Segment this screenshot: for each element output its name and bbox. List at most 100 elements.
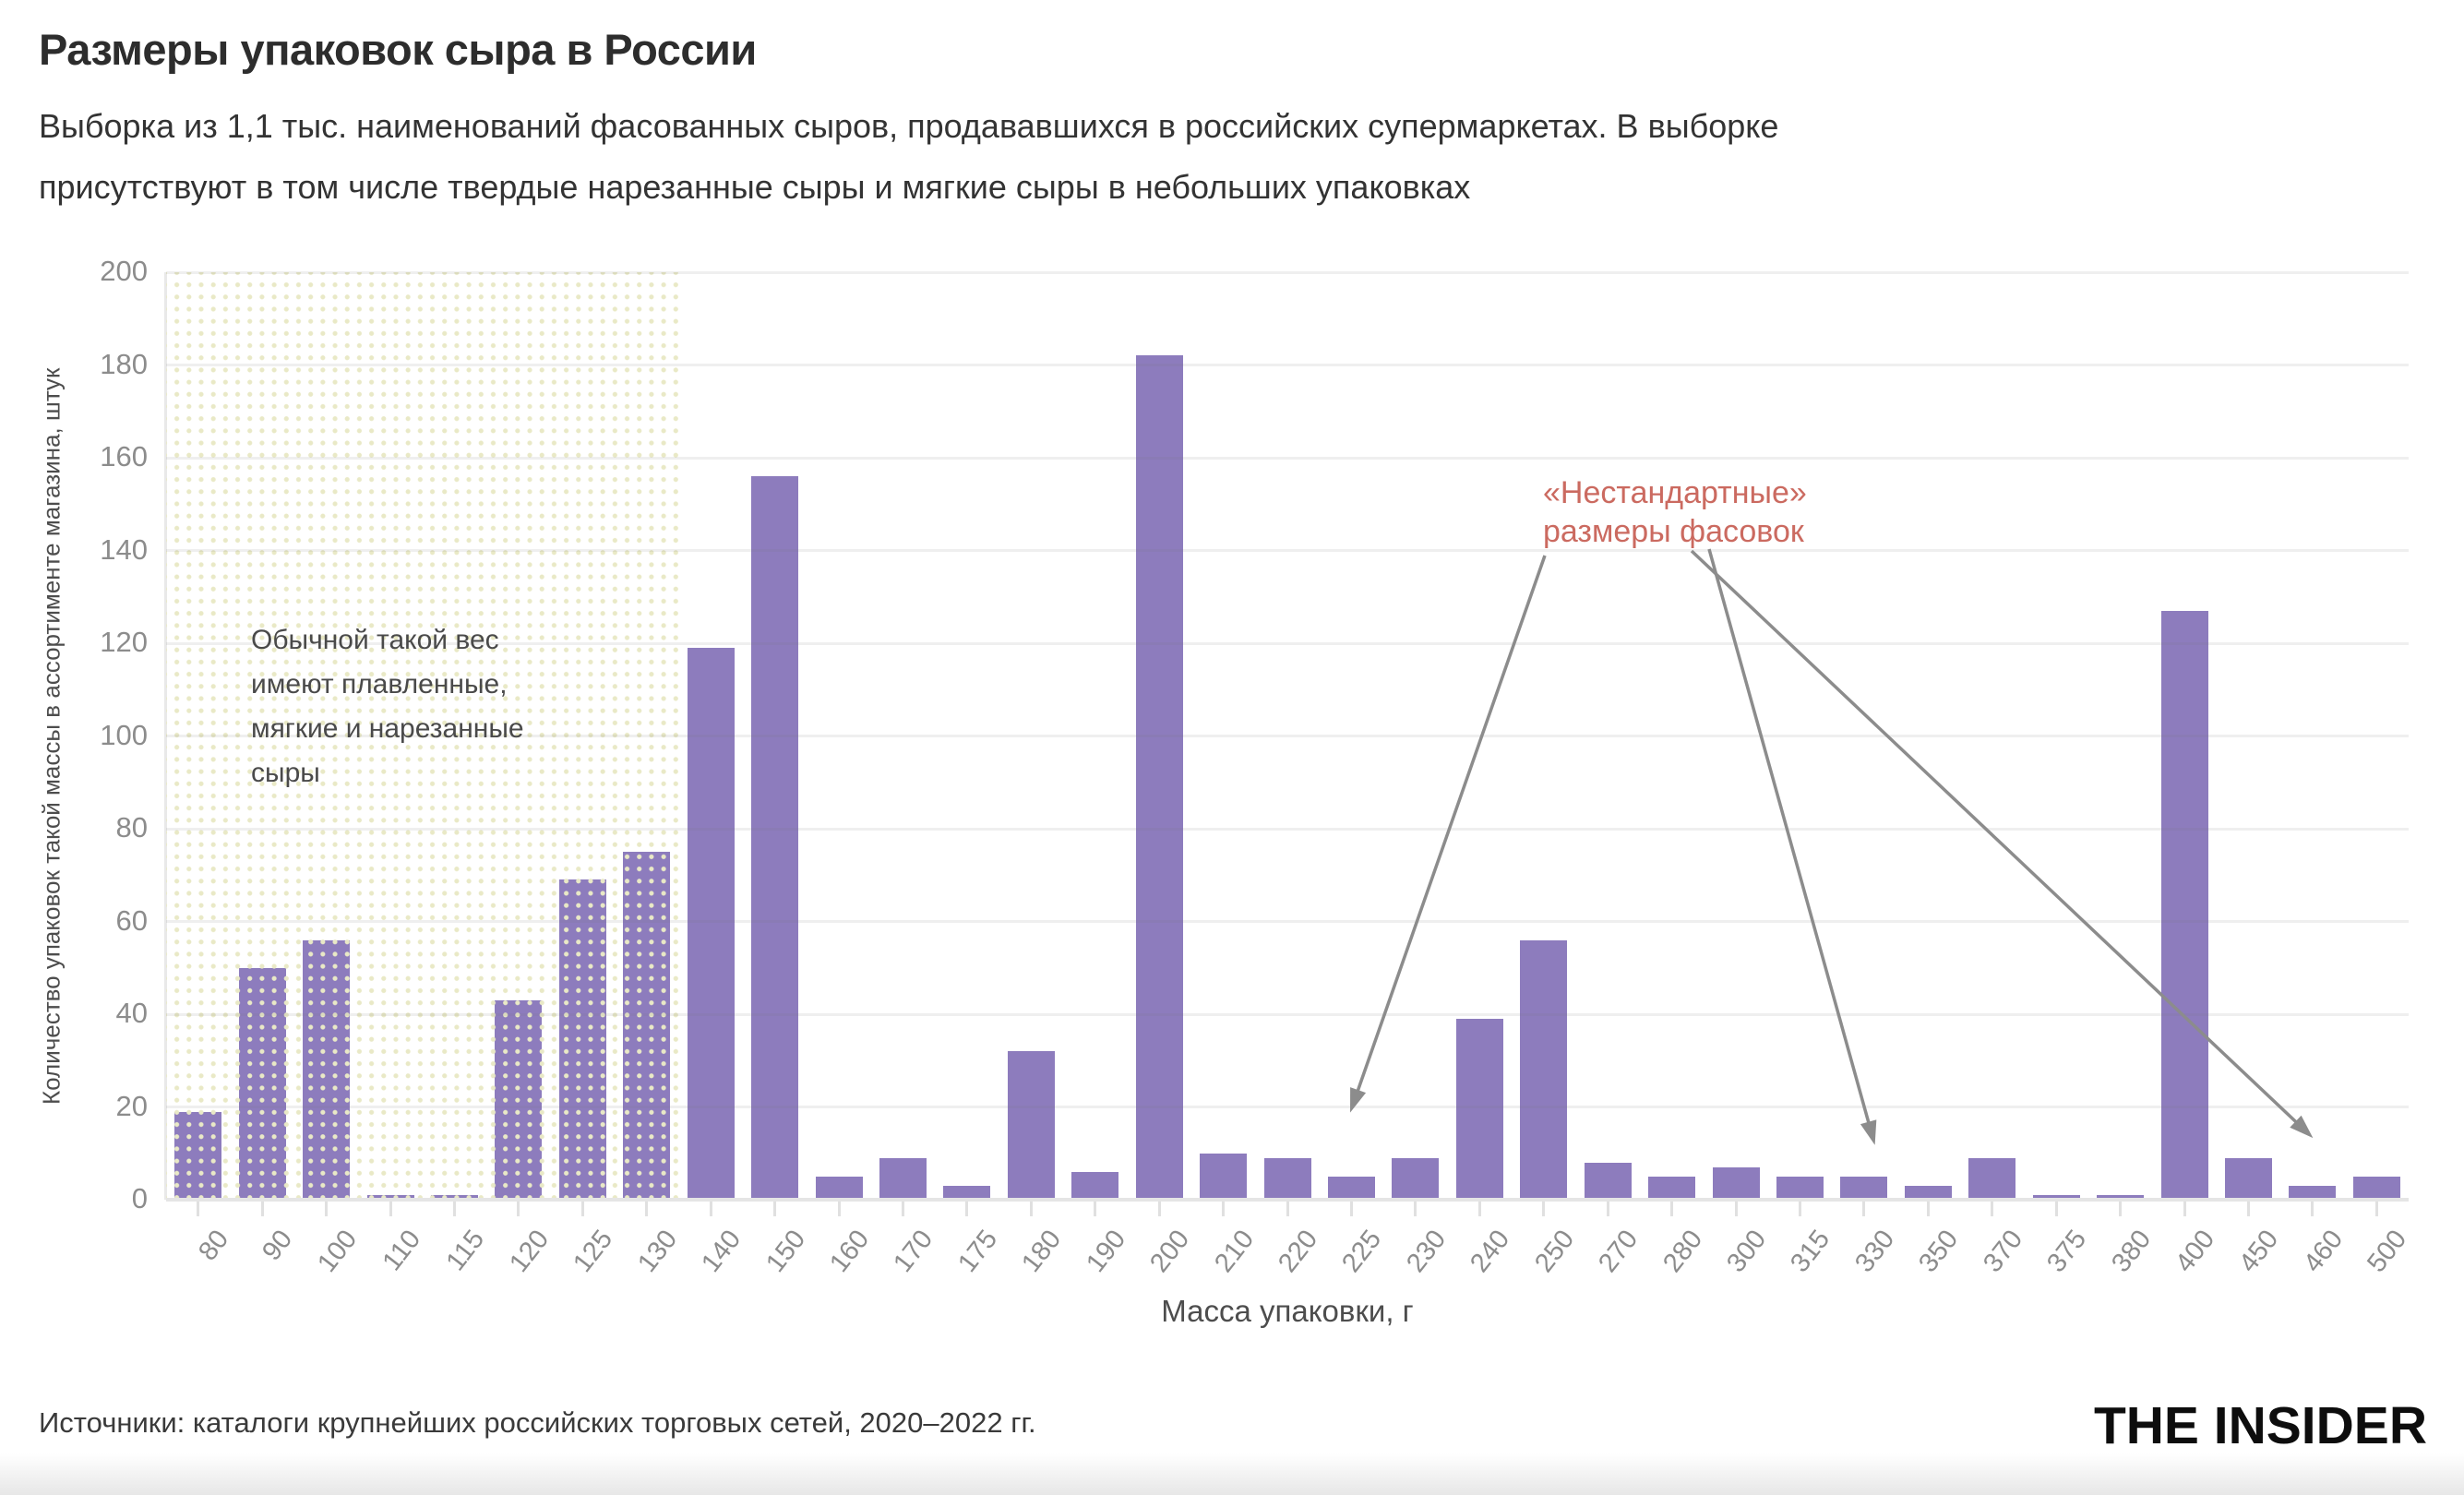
- x-axis-tick: [1094, 1202, 1097, 1216]
- x-axis-tick: [2246, 1202, 2250, 1216]
- bar-100: [303, 939, 351, 1200]
- annotation-arrowhead: [2290, 1115, 2314, 1139]
- bar-225: [1327, 1176, 1375, 1200]
- x-axis-tick: [2054, 1202, 2058, 1216]
- y-tick-label: 100: [100, 718, 148, 751]
- gridline: [166, 641, 2409, 645]
- x-axis-tick: [709, 1202, 712, 1216]
- x-axis-tick: [260, 1202, 264, 1216]
- nonstandard-annotation-line: размеры фасовок: [1543, 514, 1804, 549]
- bar-170: [879, 1157, 927, 1200]
- annotation-arrowhead: [1860, 1119, 1877, 1145]
- bar-400: [2160, 610, 2208, 1200]
- source-note: Источники: каталоги крупнейших российски…: [39, 1406, 1036, 1439]
- gridline: [166, 1106, 2409, 1108]
- brand-logo: THE INSIDER: [2093, 1396, 2427, 1455]
- x-axis-tick: [1029, 1202, 1033, 1216]
- bar-220: [1263, 1157, 1311, 1200]
- x-axis-tick: [1286, 1202, 1289, 1216]
- x-axis-tick: [773, 1202, 777, 1216]
- bar-250: [1520, 939, 1568, 1200]
- x-axis-tick: [1157, 1202, 1161, 1216]
- x-axis-tick: [1222, 1202, 1226, 1216]
- region-annotation-line: Обычной такой вес: [251, 625, 499, 655]
- bar-140: [687, 648, 735, 1200]
- bar-450: [2224, 1157, 2272, 1200]
- x-axis-tick: [517, 1202, 520, 1216]
- gridline: [166, 549, 2409, 552]
- bar-175: [943, 1185, 991, 1200]
- x-axis-tick: [901, 1202, 904, 1216]
- x-axis-tick: [2374, 1202, 2378, 1216]
- x-axis-tick: [197, 1202, 200, 1216]
- y-tick-label: 160: [100, 440, 148, 472]
- bar-350: [1904, 1185, 1952, 1200]
- bar-125: [558, 879, 606, 1200]
- bar-210: [1200, 1153, 1248, 1200]
- bar-190: [1071, 1171, 1119, 1200]
- x-axis-tick: [1862, 1202, 1866, 1216]
- x-axis-tick: [1349, 1202, 1353, 1216]
- x-axis-tick: [1734, 1202, 1738, 1216]
- bar-375: [2032, 1194, 2080, 1200]
- bar-330: [1840, 1176, 1888, 1200]
- bar-230: [1392, 1157, 1440, 1200]
- nonstandard-annotation-line: «Нестандартные»: [1543, 475, 1807, 510]
- gridline: [166, 920, 2409, 923]
- bar-315: [1776, 1176, 1824, 1200]
- bar-270: [1584, 1162, 1632, 1200]
- y-tick-label: 80: [115, 811, 148, 843]
- region-annotation: Обычной такой вес имеют плавленные, мягк…: [251, 618, 524, 795]
- x-axis-tick: [1542, 1202, 1546, 1216]
- y-tick-label: 140: [100, 532, 148, 566]
- bar-500: [2352, 1176, 2400, 1200]
- bar-370: [1968, 1157, 2016, 1200]
- gridline: [166, 364, 2409, 366]
- bottom-fade: [0, 1453, 2464, 1495]
- x-axis-tick: [580, 1202, 584, 1216]
- bar-150: [751, 476, 799, 1200]
- bar-90: [238, 967, 286, 1200]
- bar-380: [2097, 1194, 2145, 1200]
- page-subtitle-line-2: присутствуют в том числе твердые нарезан…: [39, 168, 1471, 206]
- x-axis-tick: [1670, 1202, 1674, 1216]
- bar-200: [1135, 355, 1183, 1200]
- region-annotation-line: имеют плавленные,: [251, 669, 508, 700]
- x-axis-tick: [1991, 1202, 1994, 1216]
- annotation-arrow-line: [1350, 555, 1547, 1108]
- annotation-arrow-line: [1707, 548, 1875, 1141]
- bar-460: [2289, 1185, 2337, 1200]
- bar-240: [1455, 1019, 1503, 1200]
- y-tick-label: 200: [100, 255, 148, 287]
- x-axis-line: [166, 1198, 2409, 1202]
- gridline: [166, 1012, 2409, 1016]
- x-axis-tick: [2311, 1202, 2314, 1216]
- y-tick-label: 0: [131, 1182, 148, 1214]
- x-axis-tick: [645, 1202, 649, 1216]
- annotation-arrowhead: [1350, 1087, 1367, 1113]
- x-axis-tick: [837, 1202, 841, 1216]
- x-axis-tick: [389, 1202, 392, 1216]
- x-axis-tick: [1414, 1202, 1417, 1216]
- x-axis-tick: [2183, 1202, 2186, 1216]
- x-axis-tick: [452, 1202, 456, 1216]
- x-axis-tick: [1926, 1202, 1930, 1216]
- x-axis-tick: [965, 1202, 969, 1216]
- x-axis-tick: [1798, 1202, 1801, 1216]
- y-tick-label: 20: [115, 1089, 148, 1122]
- plot-area: Обычной такой вес имеют плавленные, мягк…: [100, 255, 2412, 1278]
- x-axis-tick: [325, 1202, 329, 1216]
- bar-160: [815, 1176, 863, 1200]
- nonstandard-annotation: «Нестандартные» размеры фасовок: [1543, 473, 1807, 551]
- gridline: [166, 735, 2409, 737]
- bar-130: [623, 852, 671, 1200]
- x-axis-tick: [1606, 1202, 1609, 1216]
- x-axis-title: Масса упаковки, г: [1161, 1294, 1414, 1328]
- y-axis-line: [164, 272, 167, 1200]
- x-axis-tick: [1477, 1202, 1481, 1216]
- page-subtitle-line-1: Выборка из 1,1 тыс. наименований фасован…: [39, 107, 1779, 145]
- y-tick-label: 180: [100, 347, 148, 380]
- region-annotation-line: мягкие и нарезанные: [251, 713, 524, 744]
- bar-120: [495, 999, 543, 1200]
